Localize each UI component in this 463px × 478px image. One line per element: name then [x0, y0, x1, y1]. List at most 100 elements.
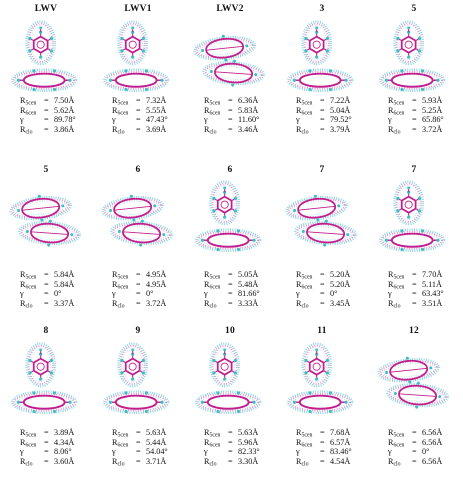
equals-sign: = — [412, 124, 417, 134]
param-symbol: γ — [20, 447, 24, 457]
r6cen-row: R6cen = 5.84Å — [20, 280, 74, 291]
param-subscript: 5cen — [209, 274, 221, 281]
surface-dots — [13, 70, 76, 90]
param-symbol: R — [20, 270, 26, 279]
rclo-row: Rclo = 3.69Å — [112, 125, 168, 136]
param-label: R5cen — [388, 270, 412, 283]
param-value: 3.71Å — [146, 456, 167, 466]
param-value: 79.52° — [330, 115, 352, 125]
param-symbol: γ — [388, 289, 392, 299]
molecule-tilted — [201, 34, 249, 62]
param-value: 5.96Å — [238, 437, 259, 447]
param-symbol: γ — [204, 289, 208, 299]
param-label: Rclo — [388, 457, 412, 470]
param-subscript: clo — [209, 303, 217, 310]
equals-sign: = — [228, 96, 233, 105]
param-value: 65.86° — [422, 115, 444, 125]
param-symbol: γ — [296, 115, 300, 125]
param-value: 0° — [146, 289, 154, 299]
param-value: 3.60Å — [54, 456, 75, 466]
molecule-tilted — [25, 219, 74, 247]
gamma-row: γ = 63.43° — [388, 289, 444, 299]
param-value: 0° — [54, 289, 62, 299]
param-label: R6cen — [388, 280, 412, 293]
equals-sign: = — [44, 447, 49, 457]
equals-sign: = — [228, 437, 233, 447]
param-label: Rclo — [296, 125, 320, 138]
molecule-face — [120, 348, 146, 381]
rclo-row: Rclo = 3.71Å — [112, 456, 168, 468]
param-symbol: γ — [388, 447, 392, 457]
param-symbol: R — [204, 270, 210, 279]
r5cen-row: R5cen = 7.22Å — [296, 96, 352, 107]
rclo-row: Rclo = 3.51Å — [388, 299, 444, 312]
surface-dots — [214, 185, 235, 221]
param-symbol: R — [296, 298, 302, 308]
surface-dots — [289, 70, 352, 90]
equals-sign: = — [136, 115, 141, 125]
gamma-row: γ = 83.46° — [296, 447, 352, 457]
param-subscript: 6cen — [209, 284, 221, 291]
param-value: 5.83Å — [238, 105, 259, 115]
r5cen-row: R5cen = 7.68Å — [296, 428, 352, 439]
param-subscript: 6cen — [25, 284, 37, 291]
r6cen-row: R6cen = 5.62Å — [20, 106, 76, 119]
equals-sign: = — [228, 124, 233, 134]
param-symbol: γ — [296, 289, 300, 299]
param-subscript: clo — [25, 461, 33, 468]
equals-sign: = — [228, 270, 233, 279]
param-value: 0° — [330, 289, 338, 299]
surface-dots — [292, 395, 349, 409]
equals-sign: = — [320, 96, 325, 105]
equals-sign: = — [228, 115, 233, 125]
equals-sign: = — [44, 270, 49, 279]
param-value: 5.63Å — [238, 428, 259, 437]
param-value: 8.06° — [54, 447, 72, 457]
surface-dots — [200, 395, 257, 409]
param-value: 3.33Å — [238, 298, 259, 308]
distance-parameters: R5cen = 4.95Å R6cen = 4.95Å γ = 0° Rclo = 3.72Å — [112, 270, 166, 309]
param-symbol: R — [204, 298, 210, 308]
r5cen-row: R5cen = 6.36Å — [204, 96, 259, 107]
param-symbol: R — [388, 456, 394, 466]
param-subscript: 6cen — [117, 284, 129, 291]
param-subscript: clo — [117, 461, 125, 468]
surface-dots — [198, 40, 251, 56]
param-subscript: 6cen — [117, 442, 129, 449]
param-subscript: clo — [301, 303, 309, 310]
dimer-structure-image — [377, 356, 449, 409]
param-label: R5cen — [388, 428, 412, 441]
equals-sign: = — [320, 428, 325, 437]
panel-title: LWV1 — [124, 4, 152, 14]
param-symbol: γ — [388, 115, 392, 125]
param-label: Rclo — [20, 457, 44, 470]
param-label: γ — [388, 447, 412, 457]
rclo-row: Rclo = 6.56Å — [388, 457, 442, 470]
param-subscript: 6cen — [393, 442, 405, 449]
param-value: 5.84Å — [54, 270, 75, 279]
param-value: 4.34Å — [54, 437, 75, 447]
param-subscript: 5cen — [117, 432, 129, 439]
param-subscript: 5cen — [393, 274, 405, 281]
equals-sign: = — [412, 289, 417, 299]
equals-sign: = — [412, 428, 417, 437]
distance-parameters: R5cen = 7.32Å R6cen = 5.55Å γ = 47.43° Rclo = 3.69Å — [112, 96, 168, 136]
surface-dots — [195, 228, 262, 253]
panel-9: 7 R5cen = 5.20Å R6cen = 5.20Å γ = 0° Rclo = 3.45Å — [276, 0, 368, 478]
param-value: 3.79Å — [330, 124, 351, 134]
param-value: 3.30Å — [238, 456, 259, 466]
panel-2: LWV1 R5cen = 7.32Å R6cen = 5.55Å γ = 47.43° Rclo = 3… — [92, 0, 184, 478]
param-value: 5.44Å — [146, 437, 167, 447]
molecule-tilted — [17, 194, 65, 222]
param-label: R6cen — [20, 106, 44, 119]
param-symbol: R — [388, 428, 394, 437]
param-subscript: 5cen — [393, 432, 405, 439]
param-label: R5cen — [112, 270, 136, 283]
param-symbol: R — [112, 298, 118, 308]
param-label: Rclo — [296, 299, 320, 312]
param-label: Rclo — [388, 299, 412, 312]
equals-sign: = — [228, 298, 233, 308]
rclo-row: Rclo = 3.30Å — [204, 456, 260, 468]
surface-dots — [381, 230, 444, 250]
param-label: R5cen — [20, 96, 44, 109]
